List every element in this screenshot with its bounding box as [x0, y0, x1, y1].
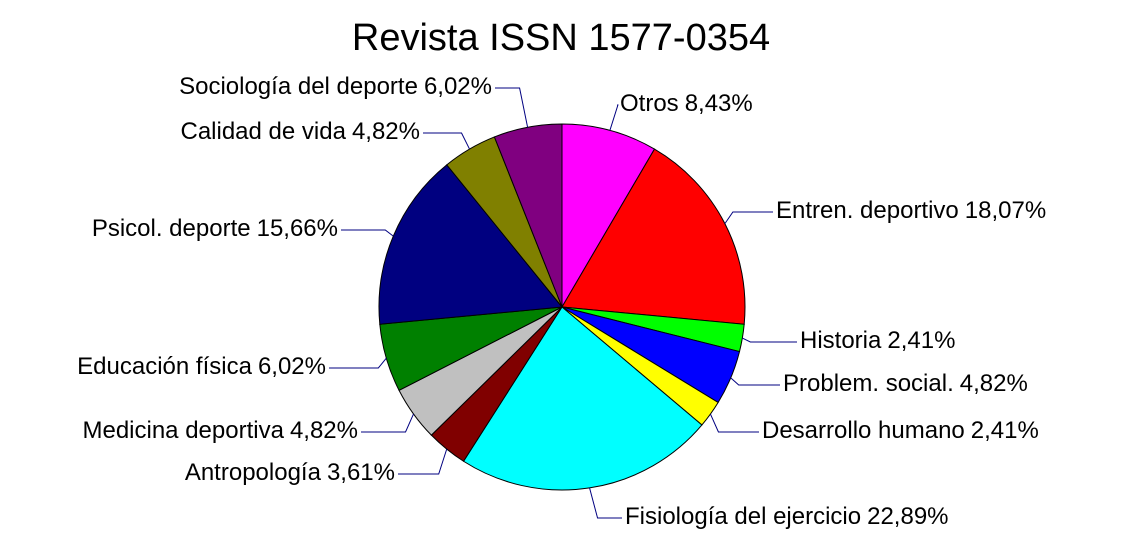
category-label: Educación física	[77, 353, 252, 380]
value-label: 18,07%	[965, 197, 1046, 224]
value-label: 3,61%	[327, 459, 395, 486]
chart-title: Revista ISSN 1577-0354	[352, 17, 770, 59]
leader-line	[341, 229, 394, 237]
category-label: Antropología	[185, 459, 322, 486]
leader-line	[730, 377, 780, 386]
slice-label: Medicina deportiva 4,82%	[82, 417, 358, 444]
value-label: 6,02%	[424, 73, 492, 100]
leader-line	[709, 413, 759, 433]
value-label: 4,82%	[960, 370, 1028, 397]
slice-label: Historia 2,41%	[800, 327, 955, 354]
value-label: 22,89%	[867, 503, 948, 530]
category-label: Psicol. deporte	[92, 215, 251, 242]
slice-label: Otros 8,43%	[620, 90, 753, 117]
slice-label: Educación física 6,02%	[77, 353, 326, 380]
value-label: 15,66%	[257, 215, 338, 242]
pie-slice	[561, 123, 656, 309]
leader-line	[329, 357, 387, 369]
value-label: 6,02%	[258, 353, 326, 380]
leader-line	[609, 104, 619, 131]
category-label: Medicina deportiva	[82, 417, 284, 444]
category-label: Problem. social.	[783, 370, 954, 397]
category-label: Sociología del deporte	[179, 73, 418, 100]
value-label: 2,41%	[887, 327, 955, 354]
leader-line	[589, 487, 622, 519]
leader-line	[361, 413, 414, 433]
slice-label: Calidad de vida 4,82%	[180, 118, 420, 145]
leader-line	[724, 211, 773, 224]
category-label: Calidad de vida	[180, 118, 346, 145]
slice-label: Problem. social. 4,82%	[783, 370, 1028, 397]
slice-label: Sociología del deporte 6,02%	[179, 73, 492, 100]
pie-slice	[561, 148, 746, 325]
slice-label: Fisiología del ejercicio 22,89%	[625, 503, 949, 530]
value-label: 8,43%	[685, 90, 753, 117]
pie-slice	[493, 123, 563, 308]
leader-line	[495, 87, 529, 128]
value-label: 4,82%	[290, 417, 358, 444]
slice-label: Antropología 3,61%	[185, 459, 395, 486]
leader-line	[423, 132, 470, 150]
category-label: Desarrollo humano	[762, 417, 965, 444]
category-label: Entren. deportivo	[776, 197, 959, 224]
leader-line	[742, 337, 797, 343]
leader-line	[398, 448, 448, 475]
value-label: 2,41%	[971, 417, 1039, 444]
category-label: Otros	[620, 90, 679, 117]
category-label: Fisiología del ejercicio	[625, 503, 861, 530]
slice-label: Desarrollo humano 2,41%	[762, 417, 1039, 444]
value-label: 4,82%	[352, 118, 420, 145]
slice-label: Entren. deportivo 18,07%	[776, 197, 1046, 224]
category-label: Historia	[800, 327, 882, 354]
slice-label: Psicol. deporte 15,66%	[92, 215, 338, 242]
